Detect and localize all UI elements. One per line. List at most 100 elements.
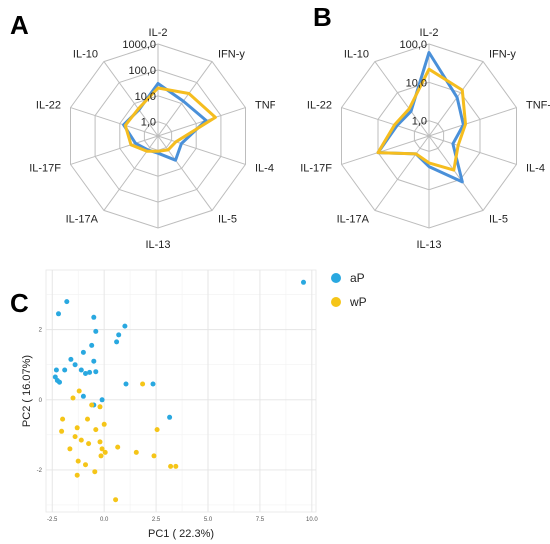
ring-label: 1000,0	[122, 39, 156, 51]
point-wP	[140, 381, 146, 387]
point-aP	[93, 328, 99, 334]
point-aP	[301, 279, 306, 285]
point-aP	[114, 339, 120, 345]
point-aP	[87, 369, 93, 375]
legend-marker-aP	[331, 273, 341, 283]
panel-letter-c: C	[10, 288, 29, 318]
ring-label: 1,0	[141, 117, 156, 129]
radar-spoke	[103, 135, 159, 211]
y-tick-label: -2	[37, 468, 43, 474]
y-axis-title: PC2 ( 16.07%)	[21, 355, 33, 427]
point-wP	[97, 404, 103, 410]
axis-label-il-13: IL-13	[145, 239, 170, 251]
point-wP	[78, 437, 84, 443]
radar-spoke	[70, 135, 159, 165]
axis-label-il-2: IL-2	[149, 27, 168, 39]
axis-label-il-13: IL-13	[416, 239, 441, 251]
point-wP	[74, 472, 80, 478]
point-wP	[168, 463, 174, 469]
point-wP	[133, 449, 139, 455]
y-tick-label: 2	[39, 328, 43, 334]
axis-label-tnf-a: TNF-a	[526, 100, 550, 112]
point-aP	[167, 414, 173, 420]
point-aP	[116, 332, 122, 338]
x-tick-label: -2.5	[47, 517, 58, 523]
point-wP	[72, 434, 78, 440]
axis-label-il-10: IL-10	[73, 49, 98, 61]
point-aP	[56, 311, 61, 317]
radar-chart-a: A 1,0 10,0 100,0 1000,0IL-2 IFN-y TNF-a IL-4 IL-…	[10, 10, 275, 251]
radar-spoke	[157, 135, 213, 211]
radar-spoke	[374, 61, 430, 137]
x-axis-title: PC1 ( 22.3%)	[148, 528, 214, 540]
point-aP	[57, 379, 62, 385]
point-wP	[76, 388, 82, 394]
axis-label-ifn-y: IFN-y	[489, 49, 516, 61]
radar-spoke	[103, 61, 159, 137]
point-wP	[93, 427, 99, 433]
point-aP	[99, 397, 105, 403]
radar-spoke	[157, 61, 213, 137]
point-wP	[101, 421, 107, 427]
point-aP	[91, 358, 97, 364]
legend-marker-wP	[331, 297, 341, 307]
radar-spoke	[428, 135, 484, 211]
x-tick-label: 2.5	[152, 517, 161, 523]
point-aP	[64, 299, 70, 305]
axis-label-il-2: IL-2	[420, 27, 439, 39]
point-wP	[92, 469, 98, 475]
point-wP	[154, 427, 160, 433]
point-wP	[75, 458, 81, 464]
point-wP	[89, 402, 95, 408]
x-tick-label: 7.5	[256, 517, 265, 523]
point-wP	[102, 449, 108, 455]
point-wP	[74, 425, 80, 431]
point-wP	[151, 453, 157, 459]
point-wP	[70, 395, 76, 401]
point-wP	[85, 416, 90, 422]
axis-label-il-4: IL-4	[255, 163, 274, 175]
ring-label: 100,0	[399, 39, 427, 51]
radar-spoke	[341, 135, 430, 165]
point-aP	[89, 342, 95, 348]
point-wP	[173, 463, 179, 469]
radar-spoke	[70, 107, 159, 137]
axis-label-il-22: IL-22	[307, 100, 332, 112]
axis-label-il-17f: IL-17F	[29, 163, 61, 175]
point-wP	[67, 446, 73, 452]
axis-label-il-5: IL-5	[218, 214, 237, 226]
point-wP	[59, 428, 65, 434]
pca-scatter-plot: C -2.5 0.0 2.5 5.0 7.5 10.0 -2 0 2 PC1 ( 22.3%) PC2…	[10, 269, 367, 540]
radar-spoke	[157, 135, 246, 165]
panel-letter-a: A	[10, 10, 29, 40]
ring-label: 10,0	[406, 77, 427, 89]
axis-label-il-17f: IL-17F	[300, 163, 332, 175]
axis-label-il-22: IL-22	[36, 100, 61, 112]
point-aP	[78, 367, 84, 373]
axis-label-ifn-y: IFN-y	[218, 49, 245, 61]
point-wP	[99, 446, 105, 452]
point-wP	[115, 444, 121, 450]
point-aP	[68, 356, 74, 362]
y-tick-label: 0	[39, 398, 43, 404]
point-aP	[80, 349, 86, 355]
x-tick-label: 0.0	[100, 517, 109, 523]
radar-series-wP	[123, 86, 217, 153]
point-aP	[122, 323, 128, 329]
point-wP	[83, 462, 88, 468]
axis-label-tnf-a: TNF-a	[255, 100, 275, 112]
ring-label: 10,0	[135, 91, 156, 103]
point-wP	[98, 453, 104, 459]
point-aP	[150, 381, 156, 387]
point-aP	[123, 381, 129, 387]
radar-chart-b: B 1,0 10,0 100,0IL-2 IFN-y TNF-a IL-4 IL-5 IL-13…	[300, 2, 550, 251]
legend-label-wP: wP	[349, 295, 367, 309]
point-aP	[53, 367, 59, 373]
axis-label-il-10: IL-10	[344, 49, 369, 61]
point-aP	[80, 393, 86, 399]
panel-letter-b: B	[313, 2, 332, 32]
radar-series-aP	[376, 51, 465, 184]
radar-spoke	[428, 107, 517, 137]
point-wP	[113, 497, 119, 503]
plot-area	[45, 269, 317, 513]
